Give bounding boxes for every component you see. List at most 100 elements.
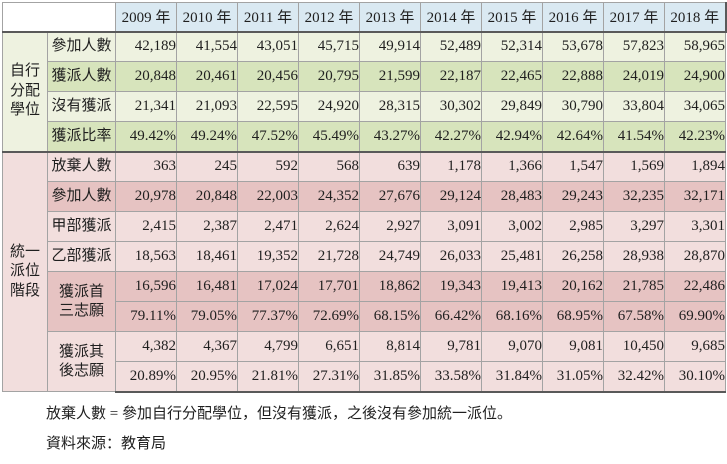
value-cell: 28,483 bbox=[481, 181, 543, 212]
row-label: 沒有獲派 bbox=[47, 91, 116, 122]
table-row: 統一 派位 階段 放棄人數 363 245 592 568 639 1,178 1,366 1,5… bbox=[2, 150, 726, 392]
value-cell: 20,848 bbox=[176, 181, 238, 212]
value-cell: 45.49% bbox=[298, 121, 360, 152]
value-cell: 18,862 bbox=[359, 271, 421, 302]
value-cell: 2,415 bbox=[115, 211, 177, 242]
table-row: 2009 年 2010 年 2011 年 2012 年 2013 年 2014 年 2015… bbox=[2, 2, 727, 32]
value-cell: 29,243 bbox=[542, 181, 604, 212]
value-cell: 568 bbox=[298, 150, 360, 182]
percent-cell: 72.69% bbox=[298, 301, 360, 332]
value-cell: 25,481 bbox=[481, 241, 543, 272]
value-cell: 16,481 bbox=[176, 271, 238, 302]
value-cell: 9,781 bbox=[420, 331, 482, 362]
value-cell: 22,486 bbox=[664, 271, 726, 302]
value-cell: 42.94% bbox=[481, 121, 543, 152]
year-header: 2015 年 bbox=[481, 2, 543, 32]
value-cell: 22,003 bbox=[237, 181, 299, 212]
value-cell: 4,367 bbox=[176, 331, 238, 362]
value-cell: 20,456 bbox=[237, 61, 299, 92]
year-header: 2018 年 bbox=[664, 2, 727, 32]
percent-cell: 20.95% bbox=[176, 361, 238, 393]
year-header: 2014 年 bbox=[420, 2, 482, 32]
value-cell: 10,450 bbox=[603, 331, 665, 362]
value-cell: 19,413 bbox=[481, 271, 543, 302]
table-row: 79.11% 79.05% 77.37% 72.69% 68.15% 66.42% 68.1… bbox=[3, 301, 726, 332]
percent-cell: 30.10% bbox=[664, 361, 726, 393]
value-cell: 33,804 bbox=[603, 91, 665, 122]
percent-cell: 79.05% bbox=[176, 301, 238, 332]
year-header: 2011 年 bbox=[237, 2, 299, 32]
value-cell: 24,352 bbox=[298, 181, 360, 212]
value-cell: 19,352 bbox=[237, 241, 299, 272]
table-row: 獲派其 後志願 4,382 4,367 4,799 6,651 8,814 9,781 9,0… bbox=[3, 331, 726, 392]
value-cell: 41.54% bbox=[603, 121, 665, 152]
row-label: 乙部獲派 bbox=[47, 241, 116, 272]
percent-cell: 68.15% bbox=[359, 301, 421, 332]
value-cell: 2,927 bbox=[359, 211, 421, 242]
year-header: 2009 年 bbox=[115, 2, 177, 32]
percent-cell: 68.16% bbox=[481, 301, 543, 332]
row-label: 獲派其 後志願 bbox=[47, 331, 116, 392]
value-cell: 21,341 bbox=[115, 91, 177, 122]
value-cell: 6,651 bbox=[298, 331, 360, 362]
table-corner bbox=[2, 2, 116, 32]
value-cell: 21,728 bbox=[298, 241, 360, 272]
year-header: 2010 年 bbox=[176, 2, 238, 32]
value-cell: 26,258 bbox=[542, 241, 604, 272]
value-cell: 17,701 bbox=[298, 271, 360, 302]
row-label: 參加人數 bbox=[47, 181, 116, 212]
value-cell: 52,314 bbox=[481, 30, 543, 62]
table-row: 自行 分配 學位 參加人數 42,189 41,554 43,051 45,715 49,9… bbox=[2, 30, 726, 152]
row-label: 放棄人數 bbox=[47, 150, 116, 182]
value-cell: 17,024 bbox=[237, 271, 299, 302]
year-header-row: 2009 年 2010 年 2011 年 2012 年 2013 年 2014 年 2015… bbox=[2, 2, 727, 32]
value-cell: 21,785 bbox=[603, 271, 665, 302]
section-label-central-allocation: 統一 派位 階段 bbox=[2, 150, 48, 392]
value-cell: 9,081 bbox=[542, 331, 604, 362]
value-cell: 2,985 bbox=[542, 211, 604, 242]
percent-cell: 77.37% bbox=[237, 301, 299, 332]
value-cell: 1,547 bbox=[542, 150, 604, 182]
table-row: 乙部獲派 18,563 18,461 19,352 21,728 24,749 26,033… bbox=[3, 241, 726, 272]
value-cell: 20,795 bbox=[298, 61, 360, 92]
value-cell: 3,301 bbox=[664, 211, 726, 242]
value-cell: 42,189 bbox=[115, 30, 177, 62]
row-label: 獲派比率 bbox=[47, 121, 116, 152]
value-cell: 20,978 bbox=[115, 181, 177, 212]
section-label-self-allocation: 自行 分配 學位 bbox=[2, 30, 48, 152]
value-cell: 43.27% bbox=[359, 121, 421, 152]
value-cell: 32,235 bbox=[603, 181, 665, 212]
note-abandon-definition: 放棄人數 = 參加自行分配學位，但沒有獲派，之後沒有參加統一派位。 bbox=[46, 405, 512, 422]
value-cell: 20,848 bbox=[115, 61, 177, 92]
value-cell: 9,070 bbox=[481, 331, 543, 362]
value-cell: 29,849 bbox=[481, 91, 543, 122]
value-cell: 1,569 bbox=[603, 150, 665, 182]
value-cell: 47.52% bbox=[237, 121, 299, 152]
value-cell: 52,489 bbox=[420, 30, 482, 62]
value-cell: 58,965 bbox=[664, 30, 726, 62]
percent-cell: 66.42% bbox=[420, 301, 482, 332]
value-cell: 19,343 bbox=[420, 271, 482, 302]
percent-cell: 67.58% bbox=[603, 301, 665, 332]
value-cell: 3,091 bbox=[420, 211, 482, 242]
row-label: 獲派首 三志願 bbox=[47, 271, 116, 332]
table-row: 沒有獲派 21,341 21,093 22,595 24,920 28,315 30,302… bbox=[3, 91, 726, 122]
allocation-table: 2009 年 2010 年 2011 年 2012 年 2013 年 2014 年 2015… bbox=[2, 2, 727, 393]
value-cell: 42.23% bbox=[664, 121, 726, 152]
value-cell: 41,554 bbox=[176, 30, 238, 62]
value-cell: 22,187 bbox=[420, 61, 482, 92]
value-cell: 49,914 bbox=[359, 30, 421, 62]
value-cell: 26,033 bbox=[420, 241, 482, 272]
table-row: 獲派首 三志願 16,596 16,481 17,024 17,701 18,862 19,… bbox=[3, 271, 726, 332]
value-cell: 24,920 bbox=[298, 91, 360, 122]
year-header: 2017 年 bbox=[603, 2, 665, 32]
table-row: 獲派比率 49.42% 49.24% 47.52% 45.49% 43.27% 42.27%… bbox=[3, 121, 726, 152]
row-label: 獲派人數 bbox=[47, 61, 116, 92]
value-cell: 3,297 bbox=[603, 211, 665, 242]
table-row: 甲部獲派 2,415 2,387 2,471 2,624 2,927 3,091 3,002 2… bbox=[3, 211, 726, 242]
value-cell: 9,685 bbox=[664, 331, 726, 362]
table-body: 自行 分配 學位 參加人數 42,189 41,554 43,051 45,715 49,9… bbox=[2, 30, 726, 393]
value-cell: 22,595 bbox=[237, 91, 299, 122]
value-cell: 20,461 bbox=[176, 61, 238, 92]
value-cell: 639 bbox=[359, 150, 421, 182]
